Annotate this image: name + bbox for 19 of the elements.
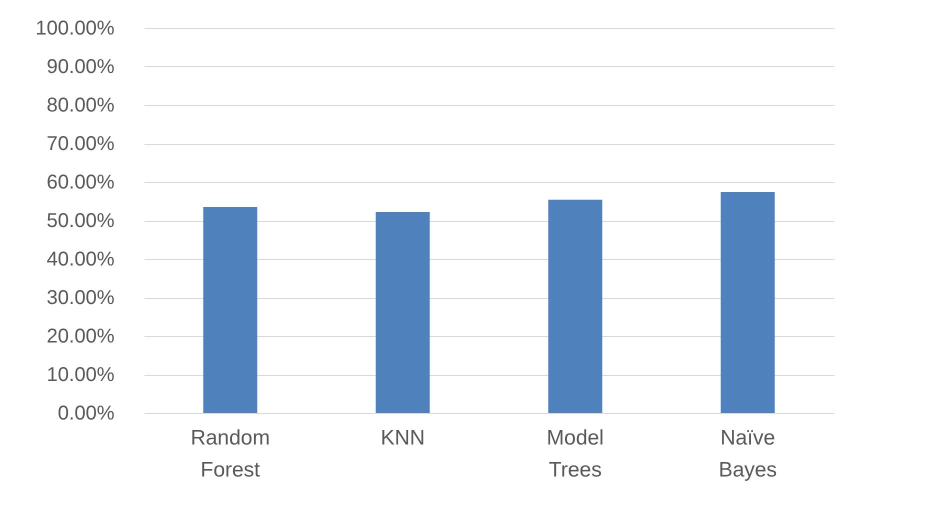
y-tick-label: 90.00%	[46, 56, 115, 78]
x-tick-label: Model Trees	[546, 426, 604, 482]
x-tick-label: KNN	[380, 426, 425, 450]
y-tick-label: 50.00%	[46, 210, 115, 232]
y-tick-label: 10.00%	[46, 364, 115, 386]
y-tick-label: 20.00%	[46, 326, 115, 348]
bar	[203, 207, 258, 413]
bar	[720, 192, 775, 413]
x-tick-label: Naïve Bayes	[718, 426, 777, 482]
y-tick-label: 80.00%	[46, 94, 115, 116]
bar	[548, 200, 602, 413]
y-tick-label: 0.00%	[58, 402, 115, 424]
bar	[376, 212, 430, 413]
y-tick-label: 100.00%	[36, 18, 115, 40]
x-tick-label: Random Forest	[190, 426, 270, 482]
y-tick-label: 70.00%	[46, 133, 115, 155]
y-tick-label: 40.00%	[46, 248, 115, 270]
y-tick-label: 60.00%	[46, 172, 115, 194]
y-tick-label: 30.00%	[46, 287, 115, 309]
